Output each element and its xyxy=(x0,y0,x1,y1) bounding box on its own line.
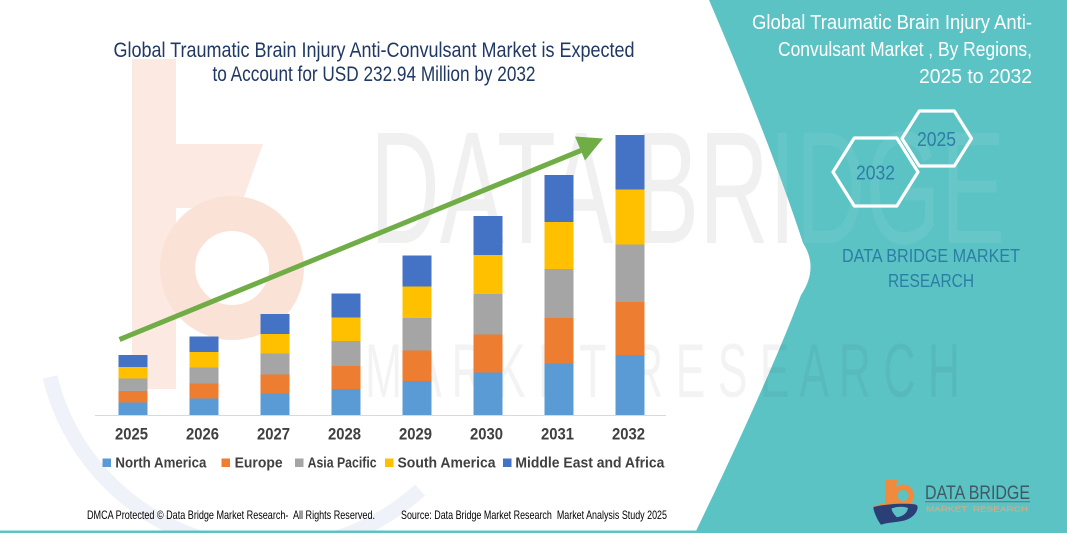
svg-text:2030: 2030 xyxy=(470,425,503,444)
svg-text:2031: 2031 xyxy=(541,425,574,444)
svg-text:MARKET RESEARCH: MARKET RESEARCH xyxy=(926,507,1028,514)
svg-text:2025: 2025 xyxy=(917,129,956,151)
svg-text:2026: 2026 xyxy=(186,425,219,444)
svg-text:2029: 2029 xyxy=(399,425,432,444)
svg-text:DATA BRIDGE: DATA BRIDGE xyxy=(925,483,1030,504)
svg-text:North America: North America xyxy=(115,455,207,472)
svg-text:DATA BRIDGE MARKET: DATA BRIDGE MARKET xyxy=(842,246,1020,266)
svg-text:Source: Data Bridge Market Res: Source: Data Bridge Market Research Mark… xyxy=(401,508,667,522)
svg-text:2028: 2028 xyxy=(328,425,361,444)
svg-text:Convulsant Market , By Regions: Convulsant Market , By Regions, xyxy=(778,39,1032,61)
svg-text:Middle East and Africa: Middle East and Africa xyxy=(515,455,665,472)
svg-text:South America: South America xyxy=(398,455,497,472)
svg-text:2032: 2032 xyxy=(856,163,895,185)
svg-text:Europe: Europe xyxy=(235,455,283,472)
svg-text:to Account for USD 232.94 Mill: to Account for USD 232.94 Million by 203… xyxy=(213,63,536,86)
svg-text:DMCA Protected © Data Bridge M: DMCA Protected © Data Bridge Market Rese… xyxy=(87,508,375,522)
svg-text:Global Traumatic Brain Injury: Global Traumatic Brain Injury Anti-Convu… xyxy=(114,39,635,62)
svg-text:2027: 2027 xyxy=(257,425,290,444)
svg-text:2025 to 2032: 2025 to 2032 xyxy=(919,66,1032,88)
svg-text:Global Traumatic Brain Injury: Global Traumatic Brain Injury Anti- xyxy=(752,12,1032,34)
svg-text:Asia Pacific: Asia Pacific xyxy=(308,455,377,472)
svg-text:RESEARCH: RESEARCH xyxy=(888,271,974,291)
svg-text:2025: 2025 xyxy=(115,425,148,444)
svg-text:2032: 2032 xyxy=(612,425,645,444)
